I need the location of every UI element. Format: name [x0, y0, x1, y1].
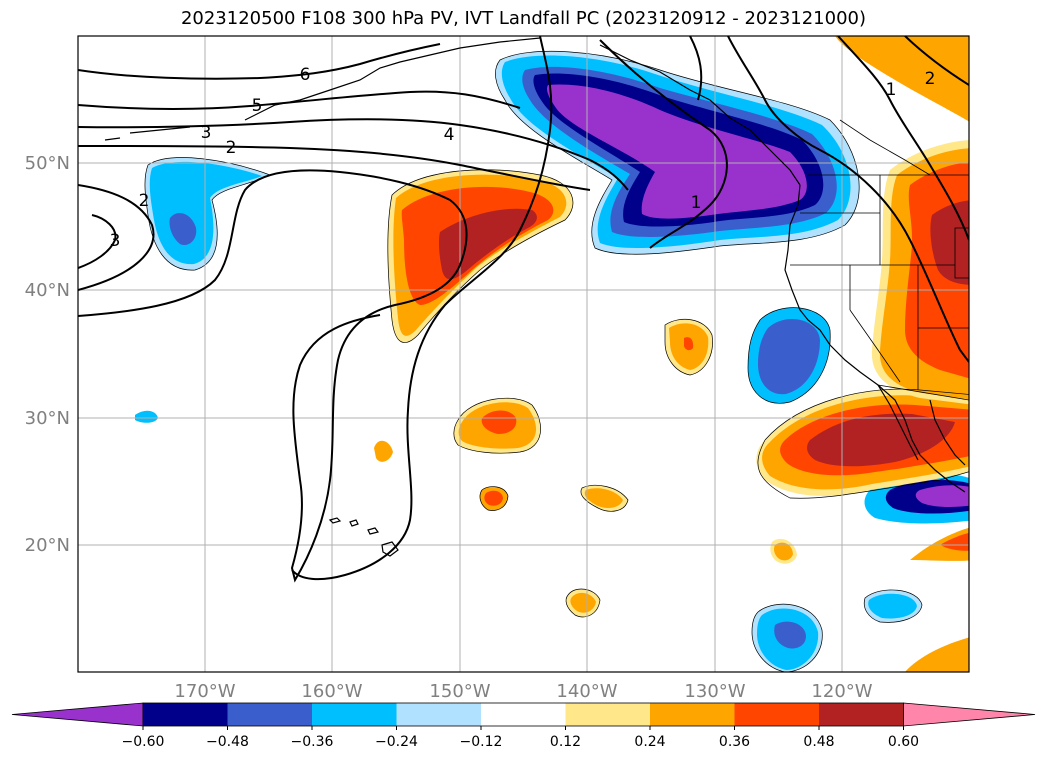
lon-label-170w: 170°W — [174, 681, 235, 702]
positive-anomaly-north-pacific — [387, 169, 573, 343]
contour-label: 2 — [139, 191, 150, 211]
lat-label-40n: 40°N — [25, 280, 70, 301]
colorbar-segment — [734, 703, 820, 726]
colorbar-tick-label: −0.12 — [460, 734, 503, 750]
contour-label: 5 — [252, 96, 263, 116]
map-title: 2023120500 F108 300 hPa PV, IVT Landfall… — [180, 8, 867, 29]
colorbar-outline — [142, 702, 904, 727]
lon-label-140w: 140°W — [556, 681, 617, 702]
colorbar-tick-label: 0.12 — [550, 734, 581, 750]
colorbar-tick-label: −0.60 — [122, 734, 165, 750]
colorbar-ticks: −0.60 −0.48 −0.36 −0.24 −0.12 0.12 0.24 0.36 0.4… — [122, 726, 919, 750]
map-area: 6 5 4 3 2 2 3 1 1 2 — [78, 36, 969, 672]
colorbar-tick-label: −0.48 — [206, 734, 249, 750]
pv-contour-labels: 6 5 4 3 2 2 3 1 1 2 — [110, 65, 936, 251]
latitude-labels: 50°N 40°N 30°N 20°N — [25, 153, 70, 556]
negative-anomaly-ne-pacific — [495, 51, 860, 255]
positive-anomaly-mid-pacific — [374, 319, 797, 617]
negative-anomaly-west-pacific — [144, 157, 270, 271]
contour-label: 1 — [691, 193, 702, 213]
contour-label: 4 — [444, 125, 455, 145]
colorbar-tick-label: −0.36 — [291, 734, 334, 750]
contour-label: 3 — [110, 231, 121, 251]
contour-label: 3 — [201, 123, 212, 143]
contour-label: 6 — [300, 65, 311, 85]
lon-label-120w: 120°W — [811, 681, 872, 702]
lat-label-30n: 30°N — [25, 408, 70, 429]
colorbar-extend-low — [11, 702, 144, 727]
lat-label-50n: 50°N — [25, 153, 70, 174]
map-frame — [77, 35, 970, 673]
colorbar-segment — [312, 703, 397, 726]
lon-label-150w: 150°W — [429, 681, 490, 702]
colorbar-segment — [819, 703, 904, 726]
positive-anomaly-continental — [871, 140, 969, 405]
colorbar-segment — [650, 703, 735, 726]
colorbar-tick-label: 0.36 — [719, 734, 750, 750]
colorbar-segment — [227, 703, 313, 726]
colorbar-tick-label: 0.24 — [634, 734, 665, 750]
negative-anomaly-south — [135, 410, 922, 672]
positive-anomaly-top-right — [835, 36, 969, 672]
colorbar-tick-label: 0.48 — [803, 734, 834, 750]
colorbar-tick-label: −0.24 — [375, 734, 418, 750]
pv-contours — [78, 36, 969, 583]
colorbar-segment — [481, 703, 566, 726]
colorbar-extend-high — [903, 702, 1036, 727]
negative-anomaly-california — [748, 307, 831, 404]
negative-anomaly-baja — [864, 472, 969, 524]
longitude-labels: 170°W 160°W 150°W 140°W 130°W 120°W — [174, 681, 872, 702]
lon-label-130w: 130°W — [684, 681, 745, 702]
colorbar-tick-label: 0.60 — [888, 734, 919, 750]
lat-label-20n: 20°N — [25, 535, 70, 556]
contour-label: 2 — [925, 69, 936, 89]
contour-label: 1 — [886, 80, 897, 100]
colorbar-segment — [143, 703, 228, 726]
colorbar: −0.60 −0.48 −0.36 −0.24 −0.12 0.12 0.24 0.36 0.4… — [11, 702, 1036, 750]
colorbar-segment — [565, 703, 651, 726]
graticule — [78, 36, 969, 672]
contour-label: 2 — [226, 138, 237, 158]
lon-label-160w: 160°W — [301, 681, 362, 702]
zero-contour-outlines — [144, 50, 969, 672]
colorbar-segments — [11, 702, 1036, 727]
colorbar-segment — [396, 703, 482, 726]
